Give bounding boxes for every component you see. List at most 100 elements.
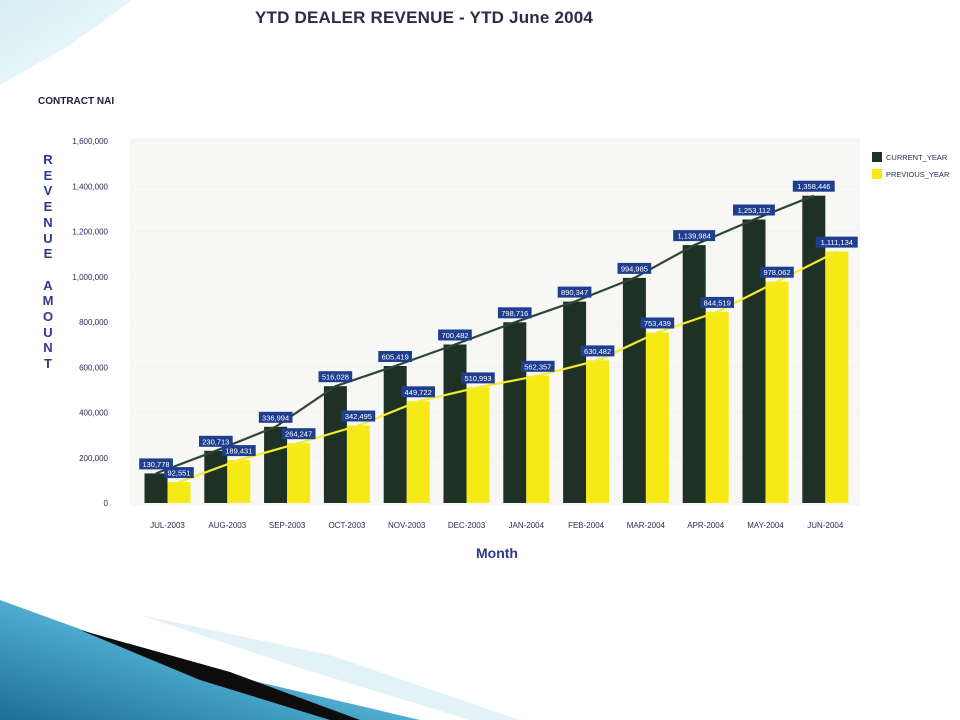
data-label-current-bg <box>378 351 412 362</box>
data-label-current: 994,985 <box>621 264 648 273</box>
bar-previous-year <box>586 360 610 503</box>
bar-current-year <box>503 322 527 503</box>
y-axis-title-letter: E <box>43 199 53 215</box>
data-label-current-bg <box>792 180 835 192</box>
x-tick-label: JUL-2003 <box>150 521 185 530</box>
x-axis-title: Month <box>476 545 518 561</box>
data-label-previous: 844,519 <box>704 298 731 307</box>
data-label-current: 1,253,112 <box>738 206 771 215</box>
y-axis-title-letter: E <box>43 167 53 183</box>
data-label-current: 230,713 <box>202 437 229 446</box>
bar-previous-year <box>167 482 191 503</box>
y-tick-label: 1,000,000 <box>72 273 108 282</box>
y-axis-title-letter: E <box>43 246 53 262</box>
legend-swatch <box>872 169 882 179</box>
y-tick-label: 400,000 <box>79 409 108 418</box>
y-tick-label: 1,200,000 <box>72 228 108 237</box>
bar-previous-year <box>287 443 311 503</box>
bar-current-year <box>563 301 587 503</box>
x-tick-label: MAR-2004 <box>627 521 666 530</box>
data-label-previous-bg <box>401 386 435 398</box>
data-label-current-bg <box>733 204 775 216</box>
bar-current-year <box>682 245 706 503</box>
bar-previous-year <box>645 332 669 503</box>
x-tick-label: FEB-2004 <box>568 521 605 530</box>
chart-title: YTD DEALER REVENUE - YTD June 2004 <box>255 8 594 27</box>
data-label-current-bg <box>557 286 592 298</box>
y-axis-title-letter: A <box>43 277 53 293</box>
data-label-previous-bg <box>760 266 794 278</box>
data-label-current: 130,778 <box>142 460 169 469</box>
legend-label: CURRENT_YEAR <box>886 153 948 162</box>
data-label-current-bg <box>673 230 716 242</box>
bar-current-year <box>802 195 826 503</box>
data-label-current: 1,358,446 <box>797 182 830 191</box>
y-axis-title-letter: M <box>42 293 54 309</box>
data-label-previous: 189,431 <box>225 447 252 456</box>
bar-current-year <box>264 426 288 503</box>
bar-previous-year <box>526 375 550 503</box>
data-label-current: 605,419 <box>382 353 409 362</box>
y-tick-label: 200,000 <box>79 454 108 463</box>
bar-current-year <box>144 473 168 503</box>
bottom-dark-swoosh <box>80 630 360 720</box>
bottom-light-swoosh <box>140 615 520 720</box>
y-axis-title-letter: N <box>43 214 53 230</box>
data-label-previous-bg <box>341 410 376 422</box>
data-label-current-bg <box>139 458 173 470</box>
x-tick-label: APR-2004 <box>687 521 724 530</box>
y-axis-title-letter: N <box>43 340 53 356</box>
data-label-current: 1,139,984 <box>678 232 711 241</box>
x-tick-label: JUN-2004 <box>807 521 844 530</box>
bottom-left-swoosh <box>0 600 420 720</box>
contract-name-label: CONTRACT NAI <box>38 96 115 107</box>
data-label-previous: 1,111,134 <box>821 238 853 247</box>
bar-previous-year <box>825 251 849 503</box>
bar-current-year <box>204 450 228 503</box>
bar-current-year <box>443 344 467 503</box>
data-label-current-bg <box>318 371 353 383</box>
legend-swatch <box>872 152 882 162</box>
data-label-current: 336,994 <box>262 413 289 422</box>
x-tick-label: JAN-2004 <box>509 521 545 530</box>
data-label-previous-bg <box>580 345 615 357</box>
data-label-previous-bg <box>520 360 555 372</box>
data-label-current-bg <box>199 435 233 447</box>
y-tick-label: 1,400,000 <box>72 182 108 191</box>
data-label-previous-bg <box>640 317 675 329</box>
y-axis-title-letter: U <box>43 324 53 340</box>
data-label-current-bg <box>258 411 293 423</box>
bar-current-year <box>323 386 347 503</box>
data-label-previous: 449,722 <box>405 388 432 397</box>
bar-previous-year <box>466 387 490 503</box>
data-label-current-bg <box>497 307 532 319</box>
data-label-current: 516,028 <box>322 373 349 382</box>
data-label-previous-bg <box>222 445 256 457</box>
data-label-previous-bg <box>164 467 194 479</box>
data-label-previous: 264,247 <box>285 430 312 439</box>
y-tick-label: 800,000 <box>79 318 108 327</box>
data-label-previous: 562,357 <box>524 362 551 371</box>
bar-current-year <box>622 277 646 503</box>
data-label-previous: 978,062 <box>763 268 790 277</box>
bar-previous-year <box>346 425 370 503</box>
legend-label: PREVIOUS_YEAR <box>886 170 950 179</box>
y-tick-label: 600,000 <box>79 363 108 372</box>
y-axis-title-letter: T <box>44 356 52 372</box>
data-label-previous: 342,495 <box>345 412 372 421</box>
bar-previous-year <box>765 281 789 503</box>
bar-current-year <box>383 366 407 503</box>
top-left-swoosh <box>0 0 132 85</box>
data-label-current: 890,347 <box>561 288 588 297</box>
plot-area <box>130 138 860 506</box>
x-tick-label: SEP-2003 <box>269 521 306 530</box>
x-tick-label: NOV-2003 <box>388 521 426 530</box>
data-label-previous-bg <box>281 428 316 440</box>
data-label-current: 798,716 <box>501 309 528 318</box>
y-axis-title-letter: V <box>43 183 53 199</box>
bar-previous-year <box>406 401 430 503</box>
y-axis-title-letter: R <box>43 152 53 167</box>
